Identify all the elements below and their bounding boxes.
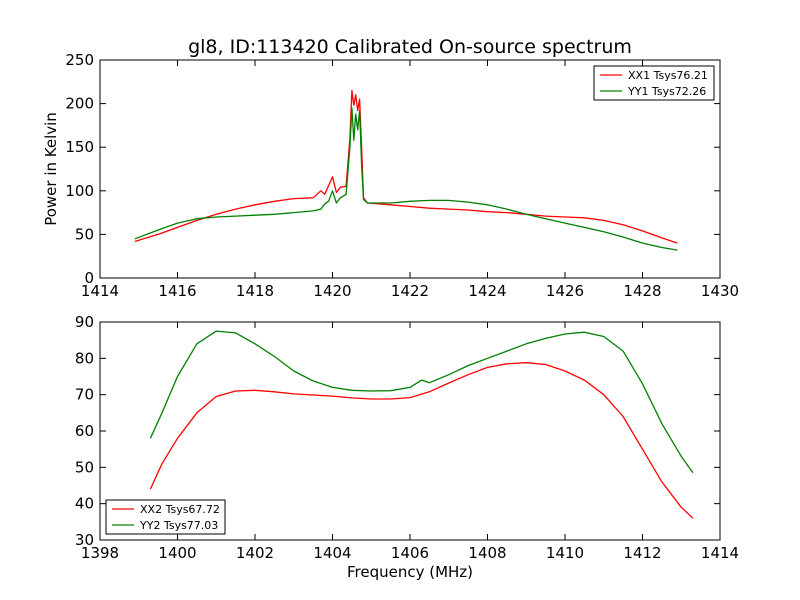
bottom-y-tick-label: 30 <box>75 531 94 549</box>
bottom-x-tick-label: 1410 <box>546 544 584 562</box>
top-legend-label-xx1: XX1 Tsys76.21 <box>628 69 708 82</box>
bottom-x-tick-label: 1398 <box>81 544 119 562</box>
top-x-tick-label: 1420 <box>313 282 351 300</box>
bottom-ticks: 1398 1400 1402 1404 1406 1408 1410 1412 1414 30 40… <box>75 313 739 562</box>
bottom-y-tick-label: 60 <box>75 422 94 440</box>
figure-title: gl8, ID:113420 Calibrated On-source spec… <box>188 36 632 58</box>
bottom-x-tick-label: 1412 <box>623 544 661 562</box>
bottom-legend-label-yy2: YY2 Tsys77.03 <box>139 519 218 532</box>
bottom-x-tick-label: 1400 <box>158 544 196 562</box>
top-x-tick-label: 1426 <box>546 282 584 300</box>
top-x-tick-label: 1422 <box>391 282 429 300</box>
bottom-legend: XX2 Tsys67.72 YY2 Tsys77.03 <box>105 499 226 535</box>
bottom-y-tick-label: 80 <box>75 349 94 367</box>
bottom-series-line-1 <box>149 330 694 474</box>
bottom-x-tick-label: 1414 <box>701 544 739 562</box>
top-x-tick-label: 1424 <box>468 282 506 300</box>
top-x-tick-label: 1414 <box>81 282 119 300</box>
top-x-tick-label: 1416 <box>158 282 196 300</box>
bottom-y-tick-label: 90 <box>75 313 94 331</box>
top-series-line-1 <box>134 107 678 251</box>
top-x-tick-label: 1428 <box>623 282 661 300</box>
top-y-tick-label: 150 <box>65 138 94 156</box>
top-legend-box <box>593 65 715 101</box>
top-x-tick-label: 1430 <box>701 282 739 300</box>
top-y-tick-label: 100 <box>65 182 94 200</box>
top-legend-label-yy1: YY1 Tsys72.26 <box>627 85 706 98</box>
top-subplot: 1414 1416 1418 1420 1422 1424 1426 1428 1430 0 50 1… <box>42 51 739 300</box>
bottom-x-axis-label: Frequency (MHz) <box>347 563 473 581</box>
bottom-x-tick-label: 1406 <box>391 544 429 562</box>
bottom-y-tick-label: 70 <box>75 386 94 404</box>
top-x-tick-label: 1418 <box>236 282 274 300</box>
top-y-tick-label: 200 <box>65 95 94 113</box>
top-y-tick-label: 0 <box>84 269 94 287</box>
bottom-series-layer <box>149 330 694 519</box>
bottom-x-tick-label: 1404 <box>313 544 351 562</box>
top-y-axis-label: Power in Kelvin <box>42 112 60 226</box>
top-series-line-0 <box>134 89 678 244</box>
top-legend: XX1 Tsys76.21 YY1 Tsys72.26 <box>593 65 715 101</box>
bottom-legend-label-xx2: XX2 Tsys67.72 <box>140 503 220 516</box>
bottom-x-tick-label: 1408 <box>468 544 506 562</box>
bottom-y-tick-label: 50 <box>75 458 94 476</box>
top-series-layer <box>134 89 678 251</box>
bottom-series-line-0 <box>149 362 694 519</box>
bottom-subplot: 1398 1400 1402 1404 1406 1408 1410 1412 1414 30 40… <box>75 313 739 581</box>
bottom-legend-box <box>105 499 226 535</box>
top-ticks: 1414 1416 1418 1420 1422 1424 1426 1428 1430 0 50 1… <box>65 51 739 300</box>
bottom-y-tick-label: 40 <box>75 495 94 513</box>
top-y-tick-label: 50 <box>75 225 94 243</box>
bottom-x-tick-label: 1402 <box>236 544 274 562</box>
top-y-tick-label: 250 <box>65 51 94 69</box>
